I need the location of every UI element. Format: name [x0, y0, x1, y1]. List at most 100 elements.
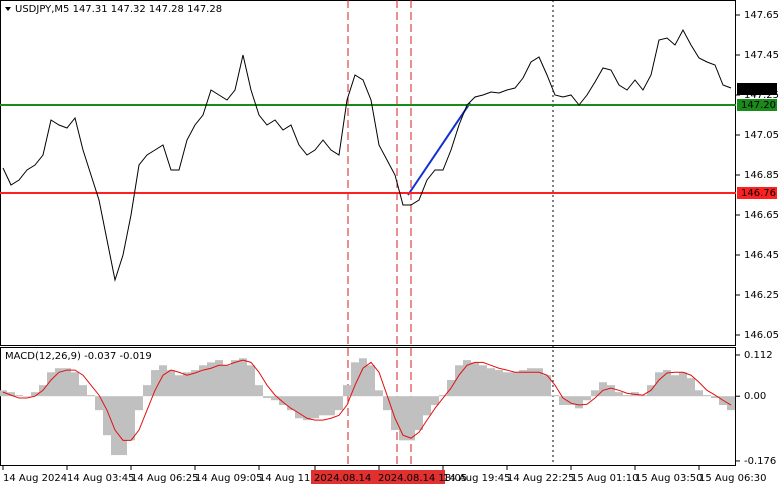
macd-bar [23, 396, 31, 397]
macd-bar [639, 395, 647, 397]
macd-bar [183, 372, 191, 397]
macd-bar [119, 396, 127, 456]
y-tick-label: 0.112 [744, 350, 773, 361]
macd-bar [655, 372, 663, 397]
x-tick-label: 14 Aug 06:25 [131, 473, 198, 484]
macd-bar [711, 396, 719, 399]
x-tick-label: 14 Aug 03:45 [67, 473, 134, 484]
macd-bar [71, 372, 79, 397]
macd-bar [87, 395, 95, 397]
macd-bar [407, 396, 415, 441]
macd-bar [191, 370, 199, 397]
macd-bar [55, 368, 63, 397]
macd-bar [231, 360, 239, 397]
macd-bar [375, 390, 383, 397]
macd-bar [207, 362, 215, 397]
level-label-bg [737, 83, 777, 95]
macd-bar [247, 365, 255, 397]
macd-bar [167, 370, 175, 397]
macd-bar [575, 396, 583, 409]
macd-bar [527, 368, 535, 397]
y-tick-label: 146.05 [744, 330, 779, 341]
macd-bar [359, 358, 367, 397]
macd-bar [551, 395, 559, 397]
macd-bar [535, 368, 543, 397]
macd-bar [615, 392, 623, 397]
macd-bar [423, 396, 431, 416]
x-tick-label: 15 Aug 03:50 [635, 473, 702, 484]
macd-bar [79, 385, 87, 397]
macd-bar [671, 375, 679, 397]
macd-bar [175, 375, 183, 397]
macd-bar [703, 395, 711, 397]
y-tick-label: 146.65 [744, 210, 779, 221]
macd-bar [695, 390, 703, 397]
macd-bar [143, 385, 151, 397]
y-tick-label: 146.25 [744, 290, 779, 301]
macd-bar [311, 396, 319, 419]
macd-bar [159, 365, 167, 397]
macd-bar [727, 396, 735, 411]
menu-arrow [5, 7, 11, 11]
x-label-bg [311, 470, 381, 484]
macd-bar [543, 375, 551, 397]
macd-bar [567, 396, 575, 406]
y-tick-label: 147.05 [744, 130, 779, 141]
macd-bar [591, 390, 599, 397]
level-label: 147.28 [741, 84, 776, 95]
macd-bar [263, 396, 271, 399]
macd-bar [327, 396, 335, 416]
macd-bar [487, 368, 495, 397]
y-tick-label: 146.85 [744, 170, 779, 181]
macd-bar [111, 396, 119, 456]
macd-bar [63, 368, 71, 397]
macd-bar [47, 372, 55, 397]
y-tick-label: 0.00 [744, 391, 766, 402]
macd-bar [687, 378, 695, 397]
macd-bar [351, 362, 359, 397]
macd-bar [663, 370, 671, 397]
x-tick-label: 2024.08.14 20 [314, 473, 387, 484]
macd-bar [0, 390, 7, 397]
macd-bar [463, 360, 471, 397]
macd-bar [383, 396, 391, 411]
macd-bar [471, 362, 479, 397]
macd-bar [287, 396, 295, 411]
macd-bar [399, 396, 407, 441]
macd-bar [255, 385, 263, 397]
x-label-bg [375, 470, 445, 484]
macd-bar [439, 395, 447, 397]
level-label: 146.76 [741, 188, 776, 199]
signal-line [2, 359, 732, 441]
x-tick-label: 15 Aug 06:30 [699, 473, 766, 484]
macd-bar [199, 365, 207, 397]
macd-title: MACD(12,26,9) -0.037 -0.019 [5, 351, 152, 362]
macd-bar [135, 396, 143, 411]
x-tick-label: 14 Aug 22:25 [507, 473, 574, 484]
price-title: USDJPY,M5 147.31 147.32 147.28 147.28 [15, 4, 222, 15]
macd-bar [103, 396, 111, 436]
macd-bar [559, 396, 567, 406]
y-tick-label: 147.25 [744, 90, 779, 101]
x-tick-label: 14 Aug 11:4 [259, 473, 320, 484]
macd-bar [503, 372, 511, 397]
macd-bar [303, 396, 311, 421]
macd-bar [127, 396, 135, 441]
level-label: 147.20 [741, 100, 776, 111]
y-tick-label: 147.65 [744, 10, 779, 21]
macd-bar [495, 370, 503, 397]
macd-bar [431, 396, 439, 406]
macd-bar [215, 360, 223, 397]
price-line [2, 28, 732, 282]
x-tick-label: 14 Aug 19:45 [443, 473, 510, 484]
y-tick-label: 146.45 [744, 250, 779, 261]
macd-bar [583, 396, 591, 401]
macd-bar [279, 396, 287, 406]
macd-bar [599, 382, 607, 397]
macd-bar [7, 392, 15, 397]
macd-bar [223, 365, 231, 397]
macd-bar [679, 372, 687, 397]
macd-bar [271, 396, 279, 401]
x-tick-label: 14 Aug 2024 [3, 473, 67, 484]
